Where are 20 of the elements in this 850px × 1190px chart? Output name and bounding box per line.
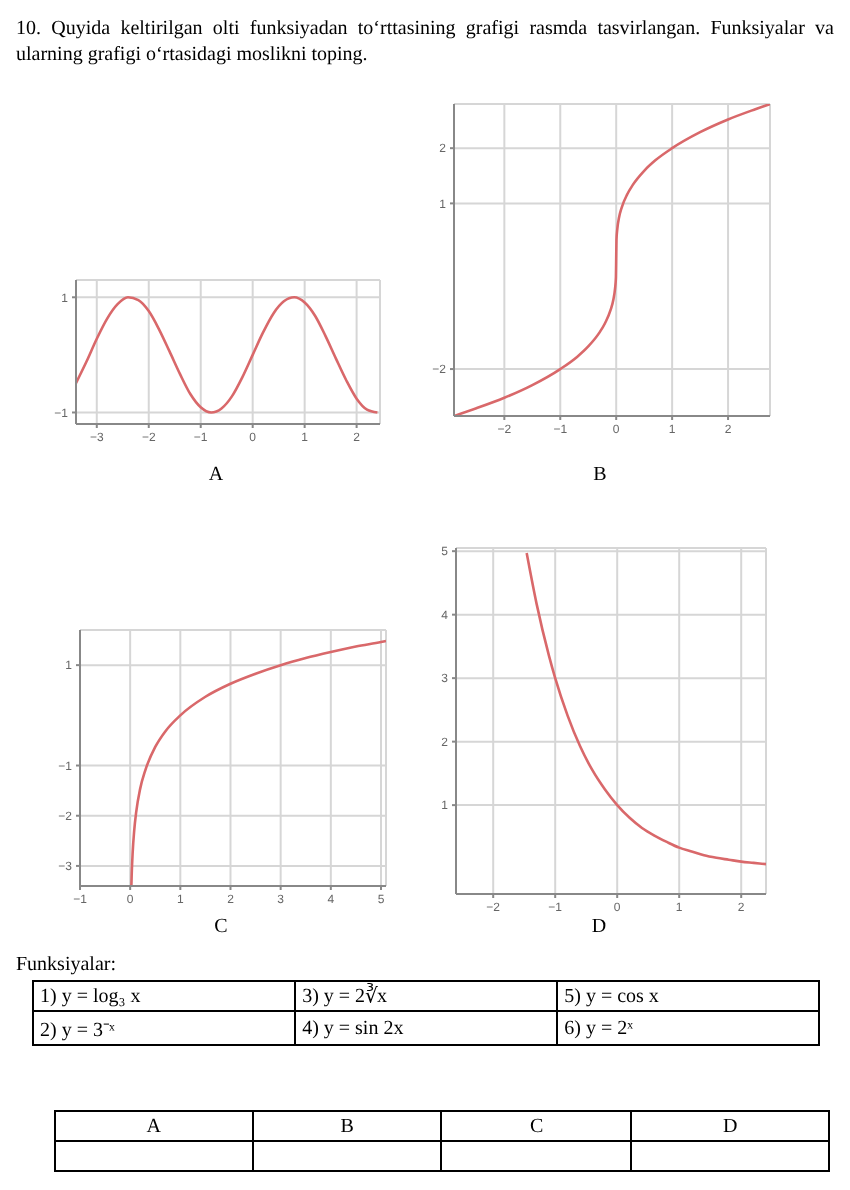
text: 10. Quyida keltirilgan olti funksiyadan to‘rttasining grafigi rasmda tasvirlangan. Funksiyalar va ularning grafigi o‘rtasidagi moslikni toping. (16, 16, 834, 68)
text: A (55, 1111, 253, 1141)
text: C (441, 1111, 632, 1141)
text: D (631, 1111, 829, 1141)
text: A (206, 464, 226, 486)
text: 4) y = sin 2x (295, 1011, 558, 1045)
text: Funksiyalar: (16, 952, 118, 978)
text: B (252, 1111, 442, 1141)
text: D (589, 916, 609, 938)
text: C (212, 916, 230, 938)
text: 5) y = cos x (557, 981, 819, 1011)
line-series (130, 639, 386, 886)
text: B (591, 464, 609, 486)
text: 3) y = 2∛x (295, 981, 558, 1011)
text: 2) y = 3⁻ˣ (33, 1011, 296, 1045)
line-series (525, 551, 766, 866)
line-series (454, 104, 770, 416)
line-series (76, 295, 379, 414)
text: 6) y = 2ˣ (557, 1011, 819, 1045)
text: 1) y = log₃ x (33, 981, 296, 1011)
